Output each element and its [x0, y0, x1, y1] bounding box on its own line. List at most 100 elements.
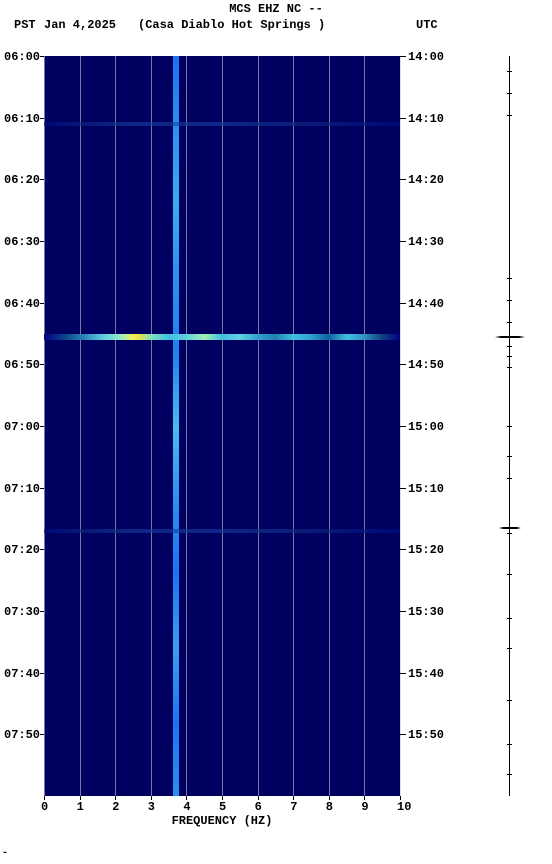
y-tick-mark-left: [40, 426, 44, 427]
x-tick-mark: [364, 796, 365, 800]
y-tick-right: 14:20: [408, 173, 444, 187]
y-tick-mark-left: [40, 488, 44, 489]
y-tick-mark-right: [400, 611, 406, 612]
x-tick-label: 8: [326, 800, 333, 814]
seismogram-minor-tick: [507, 744, 512, 745]
seismogram-minor-tick: [507, 346, 512, 347]
y-tick-mark-left: [40, 241, 44, 242]
x-tick-label: 5: [219, 800, 226, 814]
gridline-vertical: [364, 56, 365, 796]
y-tick-left: 06:50: [4, 358, 40, 372]
page-root: MCS EHZ NC -- PST Jan 4,2025 (Casa Diabl…: [0, 0, 552, 864]
x-tick-mark: [80, 796, 81, 800]
seismogram-minor-tick: [507, 456, 512, 457]
event-band-faint: [44, 122, 400, 126]
y-tick-left: 06:40: [4, 297, 40, 311]
seismogram-minor-tick: [507, 426, 512, 427]
y-tick-mark-right: [400, 241, 406, 242]
x-tick-label: 3: [148, 800, 155, 814]
x-tick-label: 1: [77, 800, 84, 814]
x-tick-label: 10: [397, 800, 411, 814]
seismogram-minor-tick: [507, 322, 512, 323]
y-tick-right: 14:40: [408, 297, 444, 311]
seismogram-event: [499, 527, 521, 529]
y-tick-mark-right: [400, 56, 406, 57]
station-title: MCS EHZ NC --: [0, 2, 552, 16]
gridline-vertical: [151, 56, 152, 796]
x-tick-mark: [258, 796, 259, 800]
y-tick-right: 14:10: [408, 112, 444, 126]
y-tick-mark-left: [40, 364, 44, 365]
footer-mark: -: [2, 848, 8, 859]
spectral-line-feature: [173, 56, 179, 796]
y-tick-right: 15:30: [408, 605, 444, 619]
x-tick-mark: [329, 796, 330, 800]
y-tick-right: 15:20: [408, 543, 444, 557]
y-tick-left: 06:10: [4, 112, 40, 126]
y-tick-mark-left: [40, 673, 44, 674]
x-tick-label: 4: [183, 800, 190, 814]
y-tick-mark-left: [40, 179, 44, 180]
y-tick-left: 07:30: [4, 605, 40, 619]
seismogram-minor-tick: [507, 574, 512, 575]
event-band-main: [44, 334, 400, 340]
y-tick-left: 07:10: [4, 482, 40, 496]
y-tick-right: 15:40: [408, 667, 444, 681]
y-tick-mark-right: [400, 303, 406, 304]
x-tick-mark: [186, 796, 187, 800]
y-tick-left: 06:20: [4, 173, 40, 187]
gridline-vertical: [258, 56, 259, 796]
seismogram-minor-tick: [507, 774, 512, 775]
gridline-vertical: [329, 56, 330, 796]
gridline-vertical: [80, 56, 81, 796]
y-tick-mark-left: [40, 734, 44, 735]
seismogram-minor-tick: [507, 71, 512, 72]
seismogram-minor-tick: [507, 356, 512, 357]
y-tick-right: 14:30: [408, 235, 444, 249]
x-tick-mark: [44, 796, 45, 800]
x-tick-mark: [222, 796, 223, 800]
y-tick-mark-right: [400, 364, 406, 365]
gridline-vertical: [222, 56, 223, 796]
seismogram-minor-tick: [507, 115, 512, 116]
seismogram-minor-tick: [507, 618, 512, 619]
y-tick-left: 07:00: [4, 420, 40, 434]
y-tick-left: 07:50: [4, 728, 40, 742]
gridline-vertical: [293, 56, 294, 796]
y-tick-right: 15:00: [408, 420, 444, 434]
x-tick-label: 6: [255, 800, 262, 814]
event-band-faint: [44, 529, 400, 533]
y-tick-left: 07:40: [4, 667, 40, 681]
y-tick-mark-left: [40, 56, 44, 57]
y-tick-mark-right: [400, 549, 406, 550]
seismogram-minor-tick: [507, 367, 512, 368]
y-tick-mark-left: [40, 611, 44, 612]
y-tick-mark-right: [400, 426, 406, 427]
y-tick-right: 14:50: [408, 358, 444, 372]
y-tick-left: 06:00: [4, 50, 40, 64]
y-tick-right: 14:00: [408, 50, 444, 64]
x-tick-label: 0: [41, 800, 48, 814]
y-tick-mark-right: [400, 488, 406, 489]
seismogram-minor-tick: [507, 478, 512, 479]
y-tick-mark-right: [400, 179, 406, 180]
seismogram-minor-tick: [507, 93, 512, 94]
y-tick-mark-right: [400, 118, 406, 119]
x-tick-label: 9: [361, 800, 368, 814]
y-tick-mark-right: [400, 673, 406, 674]
seismogram-minor-tick: [507, 300, 512, 301]
gridline-vertical: [186, 56, 187, 796]
date-label: Jan 4,2025: [44, 18, 116, 32]
location-label: (Casa Diablo Hot Springs ): [138, 18, 325, 32]
y-tick-left: 06:30: [4, 235, 40, 249]
y-tick-mark-left: [40, 303, 44, 304]
y-tick-mark-right: [400, 734, 406, 735]
x-tick-mark: [151, 796, 152, 800]
gridline-vertical: [44, 56, 45, 796]
header: MCS EHZ NC -- PST Jan 4,2025 (Casa Diabl…: [0, 2, 552, 16]
y-tick-mark-left: [40, 118, 44, 119]
gridline-vertical: [115, 56, 116, 796]
x-axis-label: FREQUENCY (HZ): [44, 814, 400, 828]
tz-right-label: UTC: [416, 18, 438, 32]
y-tick-right: 15:50: [408, 728, 444, 742]
